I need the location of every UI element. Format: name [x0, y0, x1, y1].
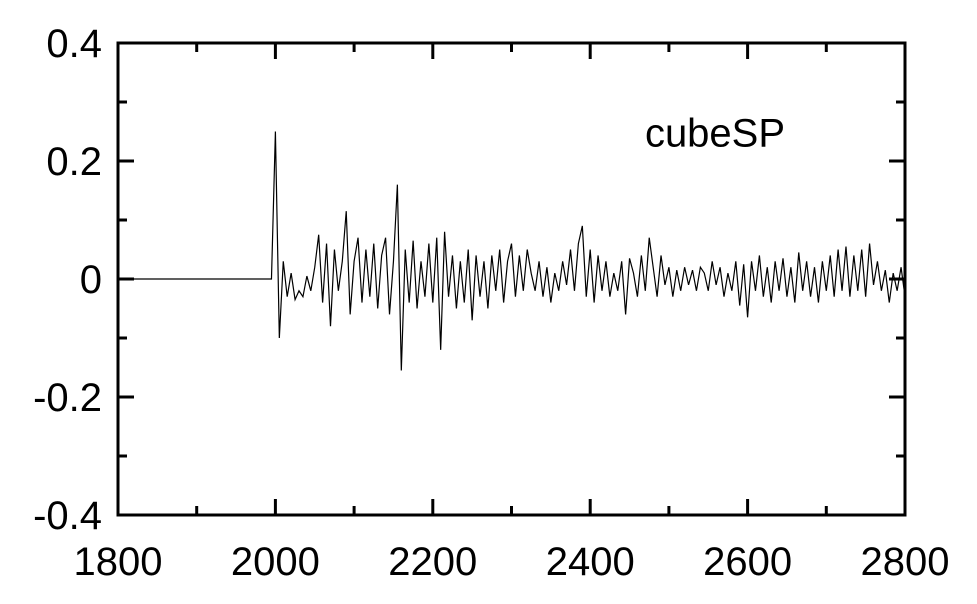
y-tick-label: -0.2: [33, 376, 102, 420]
x-tick-label: 2800: [861, 540, 950, 584]
x-tick-label: 2000: [231, 540, 320, 584]
y-tick-label: 0.4: [46, 22, 102, 66]
x-tick-label: 2200: [388, 540, 477, 584]
annotation: cubeSP: [645, 112, 785, 156]
y-tick-label: 0.2: [46, 140, 102, 184]
y-tick-label: -0.4: [33, 494, 102, 538]
data-line: [118, 131, 906, 371]
x-tick-label: 2600: [703, 540, 792, 584]
x-tick-label: 2400: [546, 540, 635, 584]
y-tick-label: 0: [80, 258, 102, 302]
x-tick-label: 1800: [74, 540, 163, 584]
